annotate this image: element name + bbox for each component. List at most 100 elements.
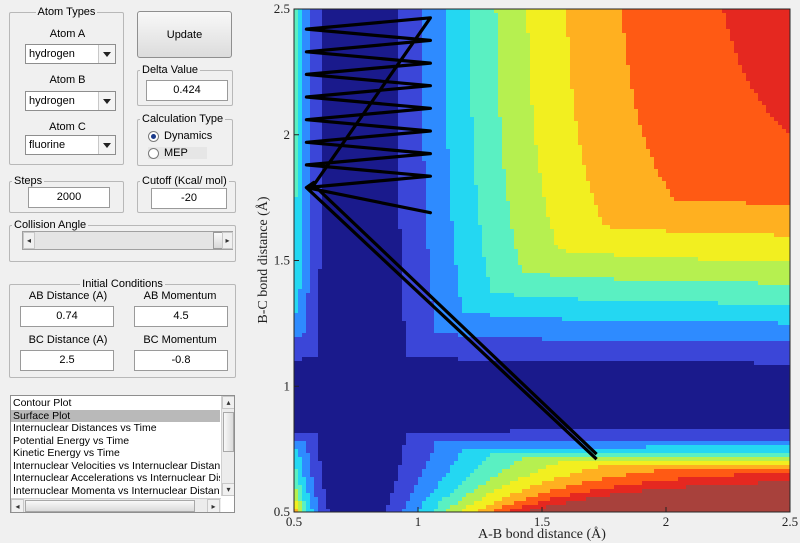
atom-b-select[interactable]: hydrogen <box>25 91 116 111</box>
surface-cell <box>574 149 579 154</box>
list-item-kinetic-energy[interactable]: Kinetic Energy vs Time <box>13 447 120 459</box>
chevron-down-icon[interactable] <box>98 136 115 154</box>
surface-cell <box>514 133 519 138</box>
surface-cell <box>770 153 775 158</box>
surface-cell <box>566 165 571 170</box>
surface-cell <box>586 117 591 122</box>
surface-cell <box>458 97 463 102</box>
surface-cell <box>714 45 719 50</box>
surface-cell <box>758 65 763 70</box>
surface-cell <box>734 121 739 126</box>
surface-cell <box>762 29 767 34</box>
update-button[interactable]: Update <box>137 11 232 58</box>
surface-cell <box>618 109 623 114</box>
surface-cell <box>654 141 659 146</box>
scroll-down-arrow-icon[interactable]: ▾ <box>222 483 234 496</box>
surface-cell <box>582 89 587 94</box>
surface-cell <box>574 65 579 70</box>
surface-cell <box>506 133 511 138</box>
bc-distance-input[interactable]: 2.5 <box>20 350 114 371</box>
surface-cell <box>658 129 663 134</box>
list-item-surface-plot[interactable]: Surface Plot <box>11 409 220 422</box>
surface-cell <box>786 9 790 14</box>
steps-input[interactable]: 2000 <box>28 187 110 208</box>
list-item-potential-energy[interactable]: Potential Energy vs Time <box>13 434 130 447</box>
scroll-up-arrow-icon[interactable]: ▴ <box>222 396 234 409</box>
surface-cell <box>758 129 763 134</box>
chevron-down-icon[interactable] <box>98 92 115 110</box>
surface-cell <box>722 121 727 126</box>
surface-cell <box>666 157 671 162</box>
surface-cell <box>662 81 667 86</box>
atom-a-select[interactable]: hydrogen <box>25 44 116 64</box>
list-item-velocities[interactable]: Internuclear Velocities vs Internuclear … <box>13 459 220 472</box>
surface-cell <box>706 69 711 74</box>
surface-cell <box>534 133 539 138</box>
slider-left-arrow-icon[interactable]: ◂ <box>23 232 35 249</box>
list-item-momenta[interactable]: Internuclear Momenta vs Internuclear Dis… <box>13 484 220 497</box>
surface-cell <box>310 61 315 66</box>
surface-cell <box>706 141 711 146</box>
surface-cell <box>478 73 483 78</box>
list-item-distances-vs-time[interactable]: Internuclear Distances vs Time <box>13 422 157 434</box>
surface-cell <box>438 17 443 22</box>
list-horizontal-scrollbar[interactable]: ◂ ▸ <box>11 498 221 512</box>
ab-distance-input[interactable]: 0.74 <box>20 306 114 327</box>
surface-cell <box>294 165 299 170</box>
chevron-down-icon[interactable] <box>98 45 115 63</box>
surface-cell <box>450 113 455 118</box>
surface-cell <box>714 61 719 66</box>
surface-cell <box>590 141 595 146</box>
surface-cell <box>654 69 659 74</box>
ab-momentum-input[interactable]: 4.5 <box>134 306 228 327</box>
surface-cell <box>542 61 547 66</box>
list-item-contour-plot[interactable]: Contour Plot <box>13 397 72 409</box>
cutoff-input[interactable]: -20 <box>151 188 227 209</box>
horizontal-scroll-thumb[interactable] <box>25 500 195 512</box>
atom-c-select[interactable]: fluorine <box>25 135 116 155</box>
scroll-right-arrow-icon[interactable]: ▸ <box>207 499 220 512</box>
surface-cell <box>654 57 659 62</box>
bc-momentum-input[interactable]: -0.8 <box>134 350 228 371</box>
surface-cell <box>558 53 563 58</box>
surface-cell <box>522 137 527 142</box>
surface-cell <box>598 69 603 74</box>
surface-cell <box>786 157 790 162</box>
scroll-left-arrow-icon[interactable]: ◂ <box>11 499 24 512</box>
vertical-scroll-thumb[interactable] <box>223 412 234 452</box>
surface-cell <box>326 117 331 122</box>
surface-cell <box>774 93 779 98</box>
surface-cell <box>714 29 719 34</box>
radio-selected-icon[interactable] <box>148 130 159 142</box>
surface-cell <box>606 21 611 26</box>
surface-cell <box>426 157 431 162</box>
surface-cell <box>298 65 303 70</box>
surface-cell <box>530 81 535 86</box>
list-item-accelerations[interactable]: Internuclear Accelerations vs Internucle… <box>13 472 220 484</box>
plot-type-list[interactable]: Contour Plot Surface Plot Internuclear D… <box>10 395 235 513</box>
surface-cell <box>314 133 319 138</box>
radio-unselected-icon[interactable] <box>148 147 159 159</box>
surface-cell <box>314 125 319 130</box>
surface-cell <box>710 133 715 138</box>
surface-cell <box>554 141 559 146</box>
surface-cell <box>330 9 335 14</box>
surface-cell <box>614 157 619 162</box>
surface-cell <box>694 153 699 158</box>
surface-cell <box>566 133 571 138</box>
surface-cell <box>374 69 379 74</box>
list-vertical-scrollbar[interactable]: ▴ ▾ <box>221 396 234 496</box>
radio-dynamics[interactable]: Dynamics <box>148 130 212 142</box>
surface-cell <box>578 89 583 94</box>
surface-cell <box>422 117 427 122</box>
collision-angle-slider[interactable]: ◂ ▸ <box>22 231 233 250</box>
delta-value-input[interactable]: 0.424 <box>146 80 228 101</box>
surface-cell <box>594 49 599 54</box>
surface-cell <box>450 69 455 74</box>
surface-cell <box>494 77 499 82</box>
surface-cell <box>626 25 631 30</box>
slider-right-arrow-icon[interactable]: ▸ <box>222 232 233 249</box>
surface-cell <box>466 13 471 18</box>
radio-mep[interactable]: MEP <box>148 147 207 159</box>
surface-cell <box>654 49 659 54</box>
